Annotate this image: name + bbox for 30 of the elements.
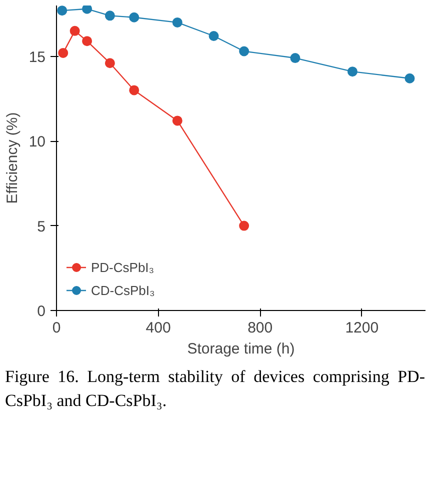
point [70, 26, 80, 36]
point [172, 116, 182, 126]
point [82, 6, 92, 14]
point [58, 48, 68, 58]
point [208, 31, 219, 41]
point [104, 10, 115, 21]
point [172, 17, 182, 28]
legend-label: PD-CsPbI₃ [91, 260, 154, 274]
x-axis-title: Storage time (h) [187, 340, 295, 358]
y-tick-label: 5 [37, 218, 46, 236]
legend-label: CD-CsPbI₃ [91, 282, 155, 298]
point [404, 73, 415, 84]
point [57, 6, 68, 16]
y-axis-title: Efficiency (%) [4, 112, 21, 204]
y-tick-label: 10 [28, 134, 46, 151]
point [82, 36, 92, 46]
y-tick-label: 15 [28, 48, 46, 66]
x-tick-label: 800 [248, 320, 273, 336]
point [290, 53, 300, 64]
point [347, 66, 358, 77]
point [239, 46, 250, 56]
y-tick-label: 0 [37, 303, 46, 320]
x-tick-label: 0 [52, 320, 61, 336]
caption: Figure 16. Long-term stability of devices comprising PD-CsPbI₃ and CD-CsPbI₃. [5, 366, 425, 412]
point [239, 220, 250, 231]
point [104, 58, 115, 68]
x-tick-label: 400 [146, 320, 171, 336]
x-tick-label: 1200 [345, 320, 379, 336]
point [129, 85, 140, 96]
point [129, 12, 140, 22]
